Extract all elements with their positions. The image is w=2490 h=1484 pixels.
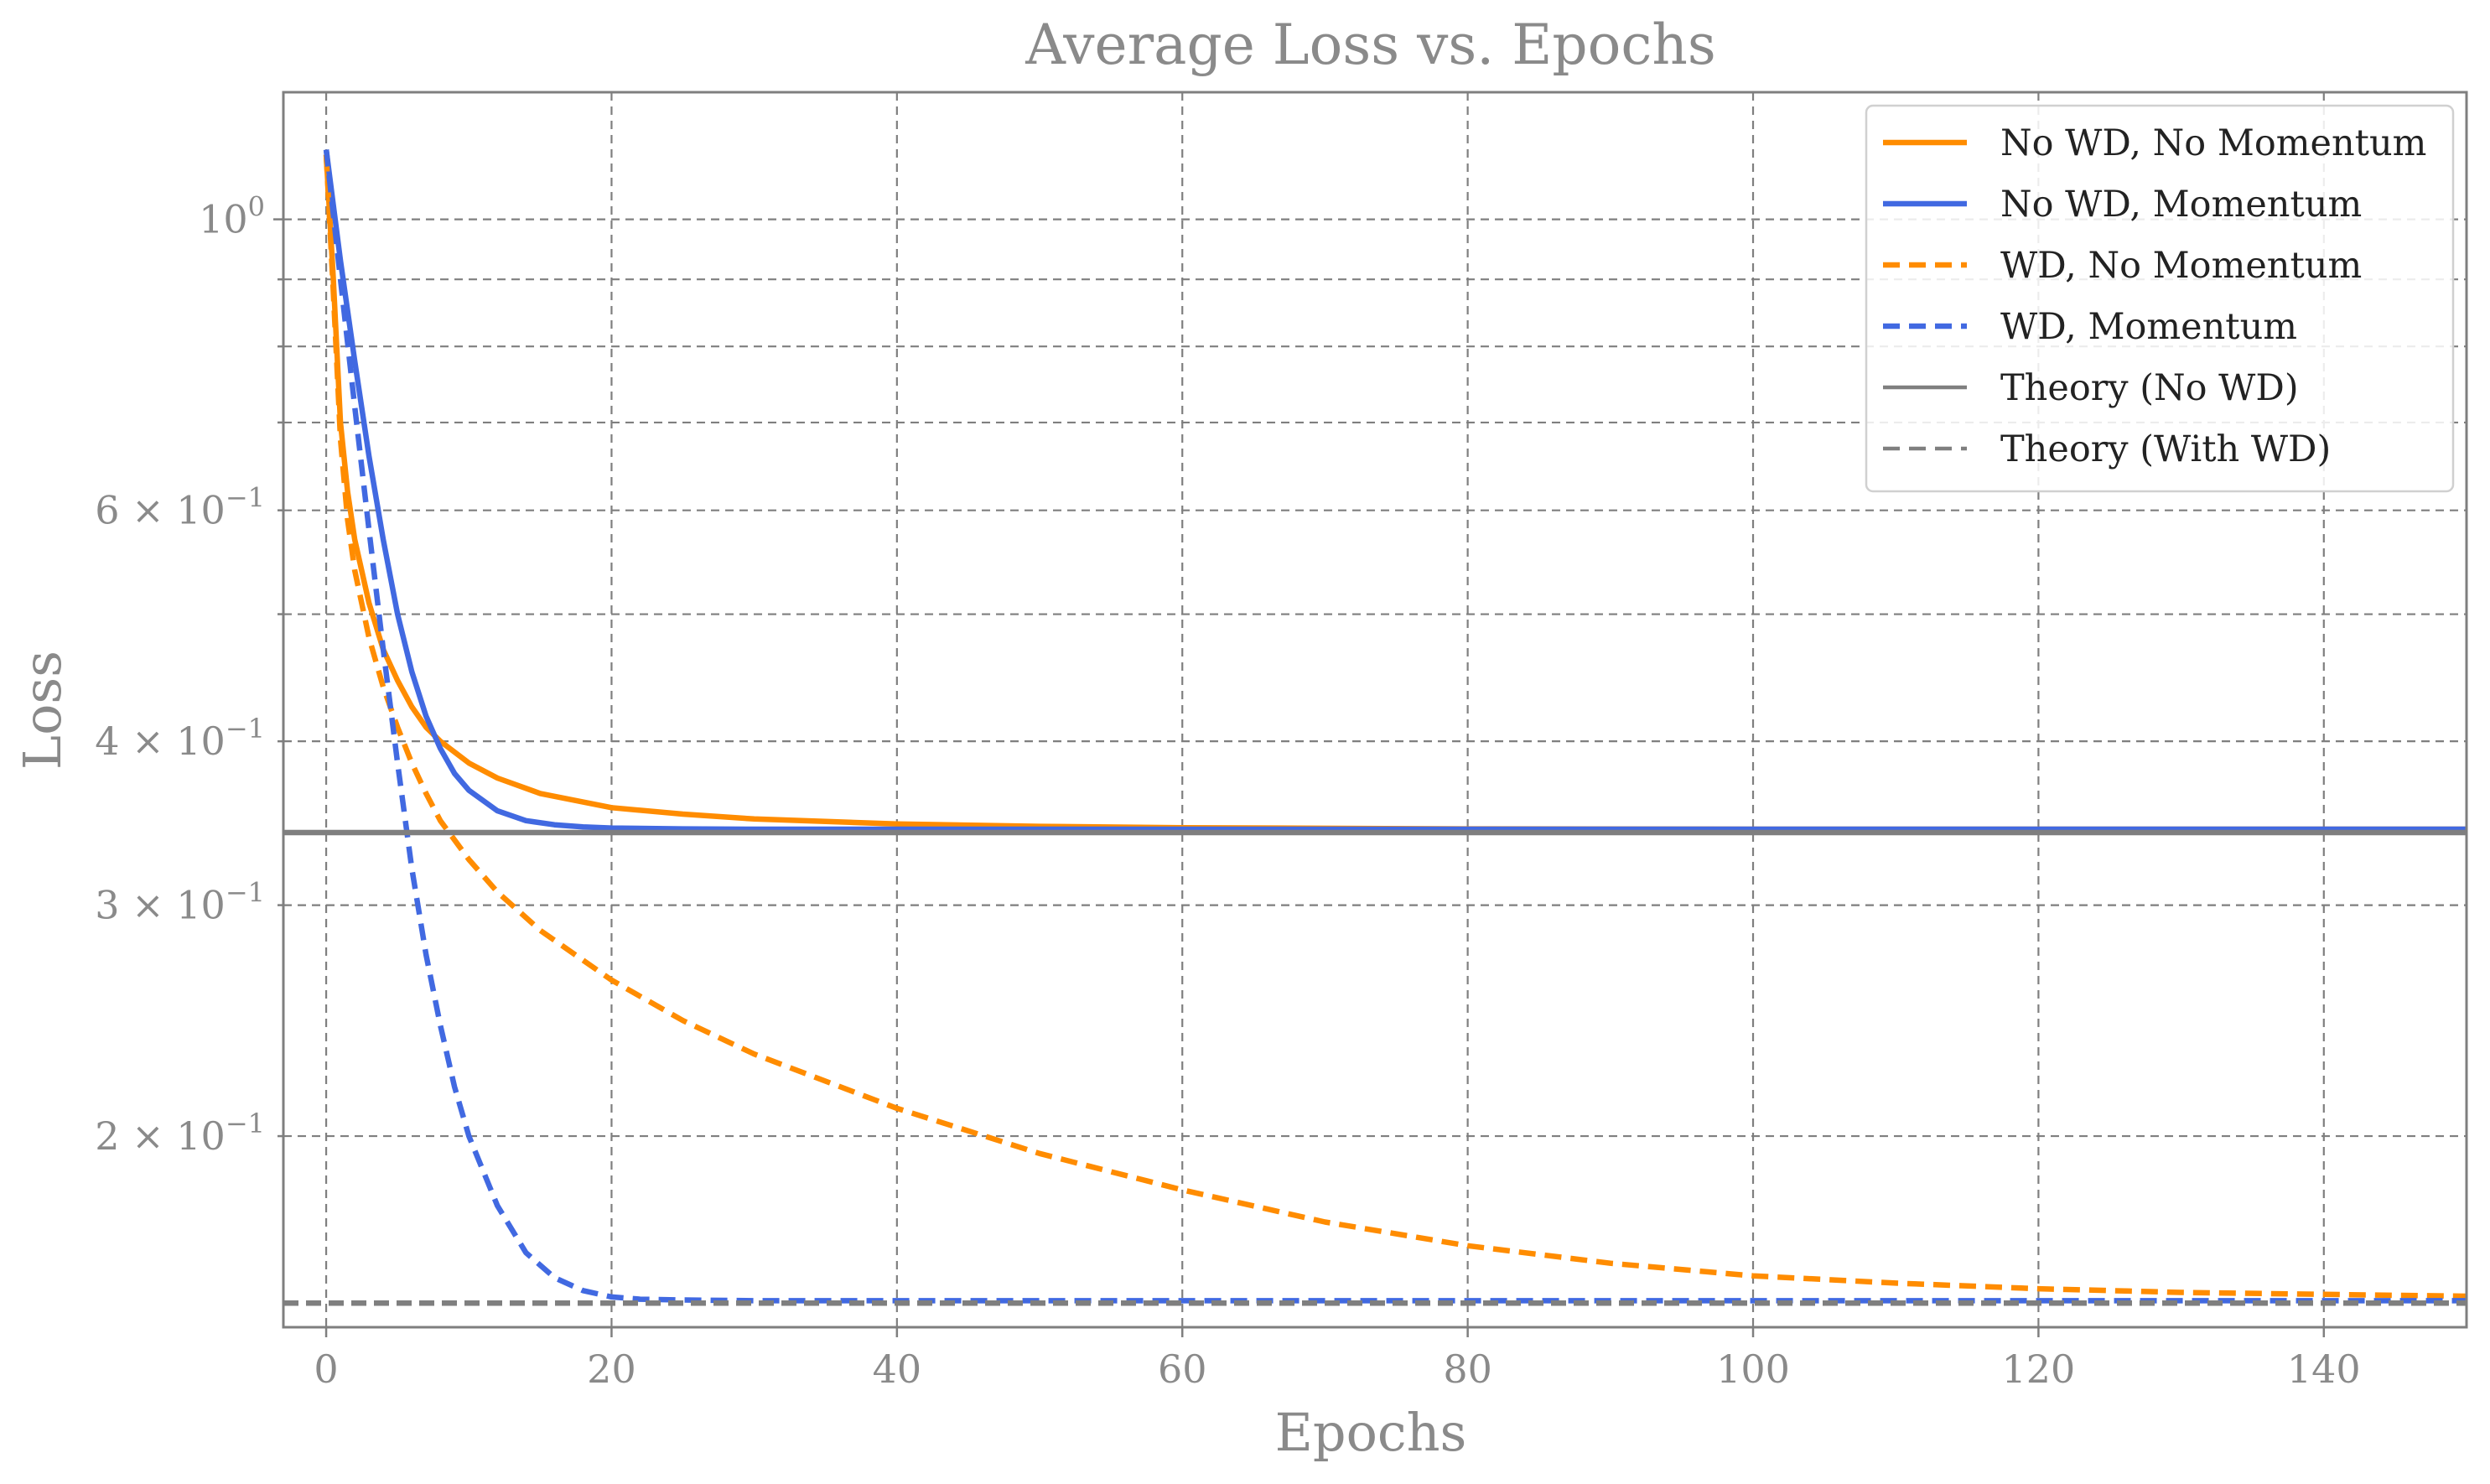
x-axis-label: Epochs (1275, 1402, 1467, 1463)
x-tick-label: 120 (2002, 1346, 2076, 1392)
legend-label: No WD, No Momentum (2000, 122, 2426, 164)
x-tick-label: 40 (873, 1346, 922, 1392)
chart-title: Average Loss vs. Epochs (1025, 13, 1715, 77)
series-line-wd-momentum (323, 149, 2467, 1304)
series-line-wd-no-momentum (323, 154, 2467, 1300)
x-tick-label: 0 (314, 1346, 338, 1392)
y-tick-label: 2 × 10−1 (95, 1108, 265, 1159)
y-axis-ticks: 100 6 × 10−1 4 × 10−1 3 × 10−1 2 × 10−1 (95, 191, 283, 1159)
plot-frame (282, 91, 2468, 1329)
grid-lines (283, 92, 2467, 1327)
legend-label: Theory (No WD) (2000, 367, 2299, 409)
legend-label: WD, Momentum (2000, 306, 2297, 348)
legend-box (1865, 104, 2455, 493)
y-tick-label: 6 × 10−1 (95, 482, 265, 533)
x-tick-label: 100 (1716, 1346, 1790, 1392)
legend-label: Theory (With WD) (2000, 428, 2331, 470)
y-tick-label: 4 × 10−1 (95, 713, 265, 764)
y-tick-label: 100 (199, 191, 265, 242)
x-tick-label: 20 (587, 1346, 636, 1392)
legend-label: WD, No Momentum (2000, 245, 2362, 287)
x-axis-ticks: 0 20 40 60 80 100 120 140 (314, 1327, 2361, 1392)
x-tick-label: 80 (1443, 1346, 1492, 1392)
x-tick-label: 60 (1158, 1346, 1207, 1392)
series-layer (283, 149, 2467, 1306)
y-tick-label: 3 × 10−1 (95, 877, 265, 928)
series-line-no-wd-momentum (323, 149, 2467, 833)
legend: No WD, No Momentum No WD, Momentum WD, No … (1865, 104, 2455, 493)
legend-label: No WD, Momentum (2000, 184, 2362, 226)
y-axis-label: Loss (12, 651, 73, 770)
x-tick-label: 140 (2287, 1346, 2361, 1392)
